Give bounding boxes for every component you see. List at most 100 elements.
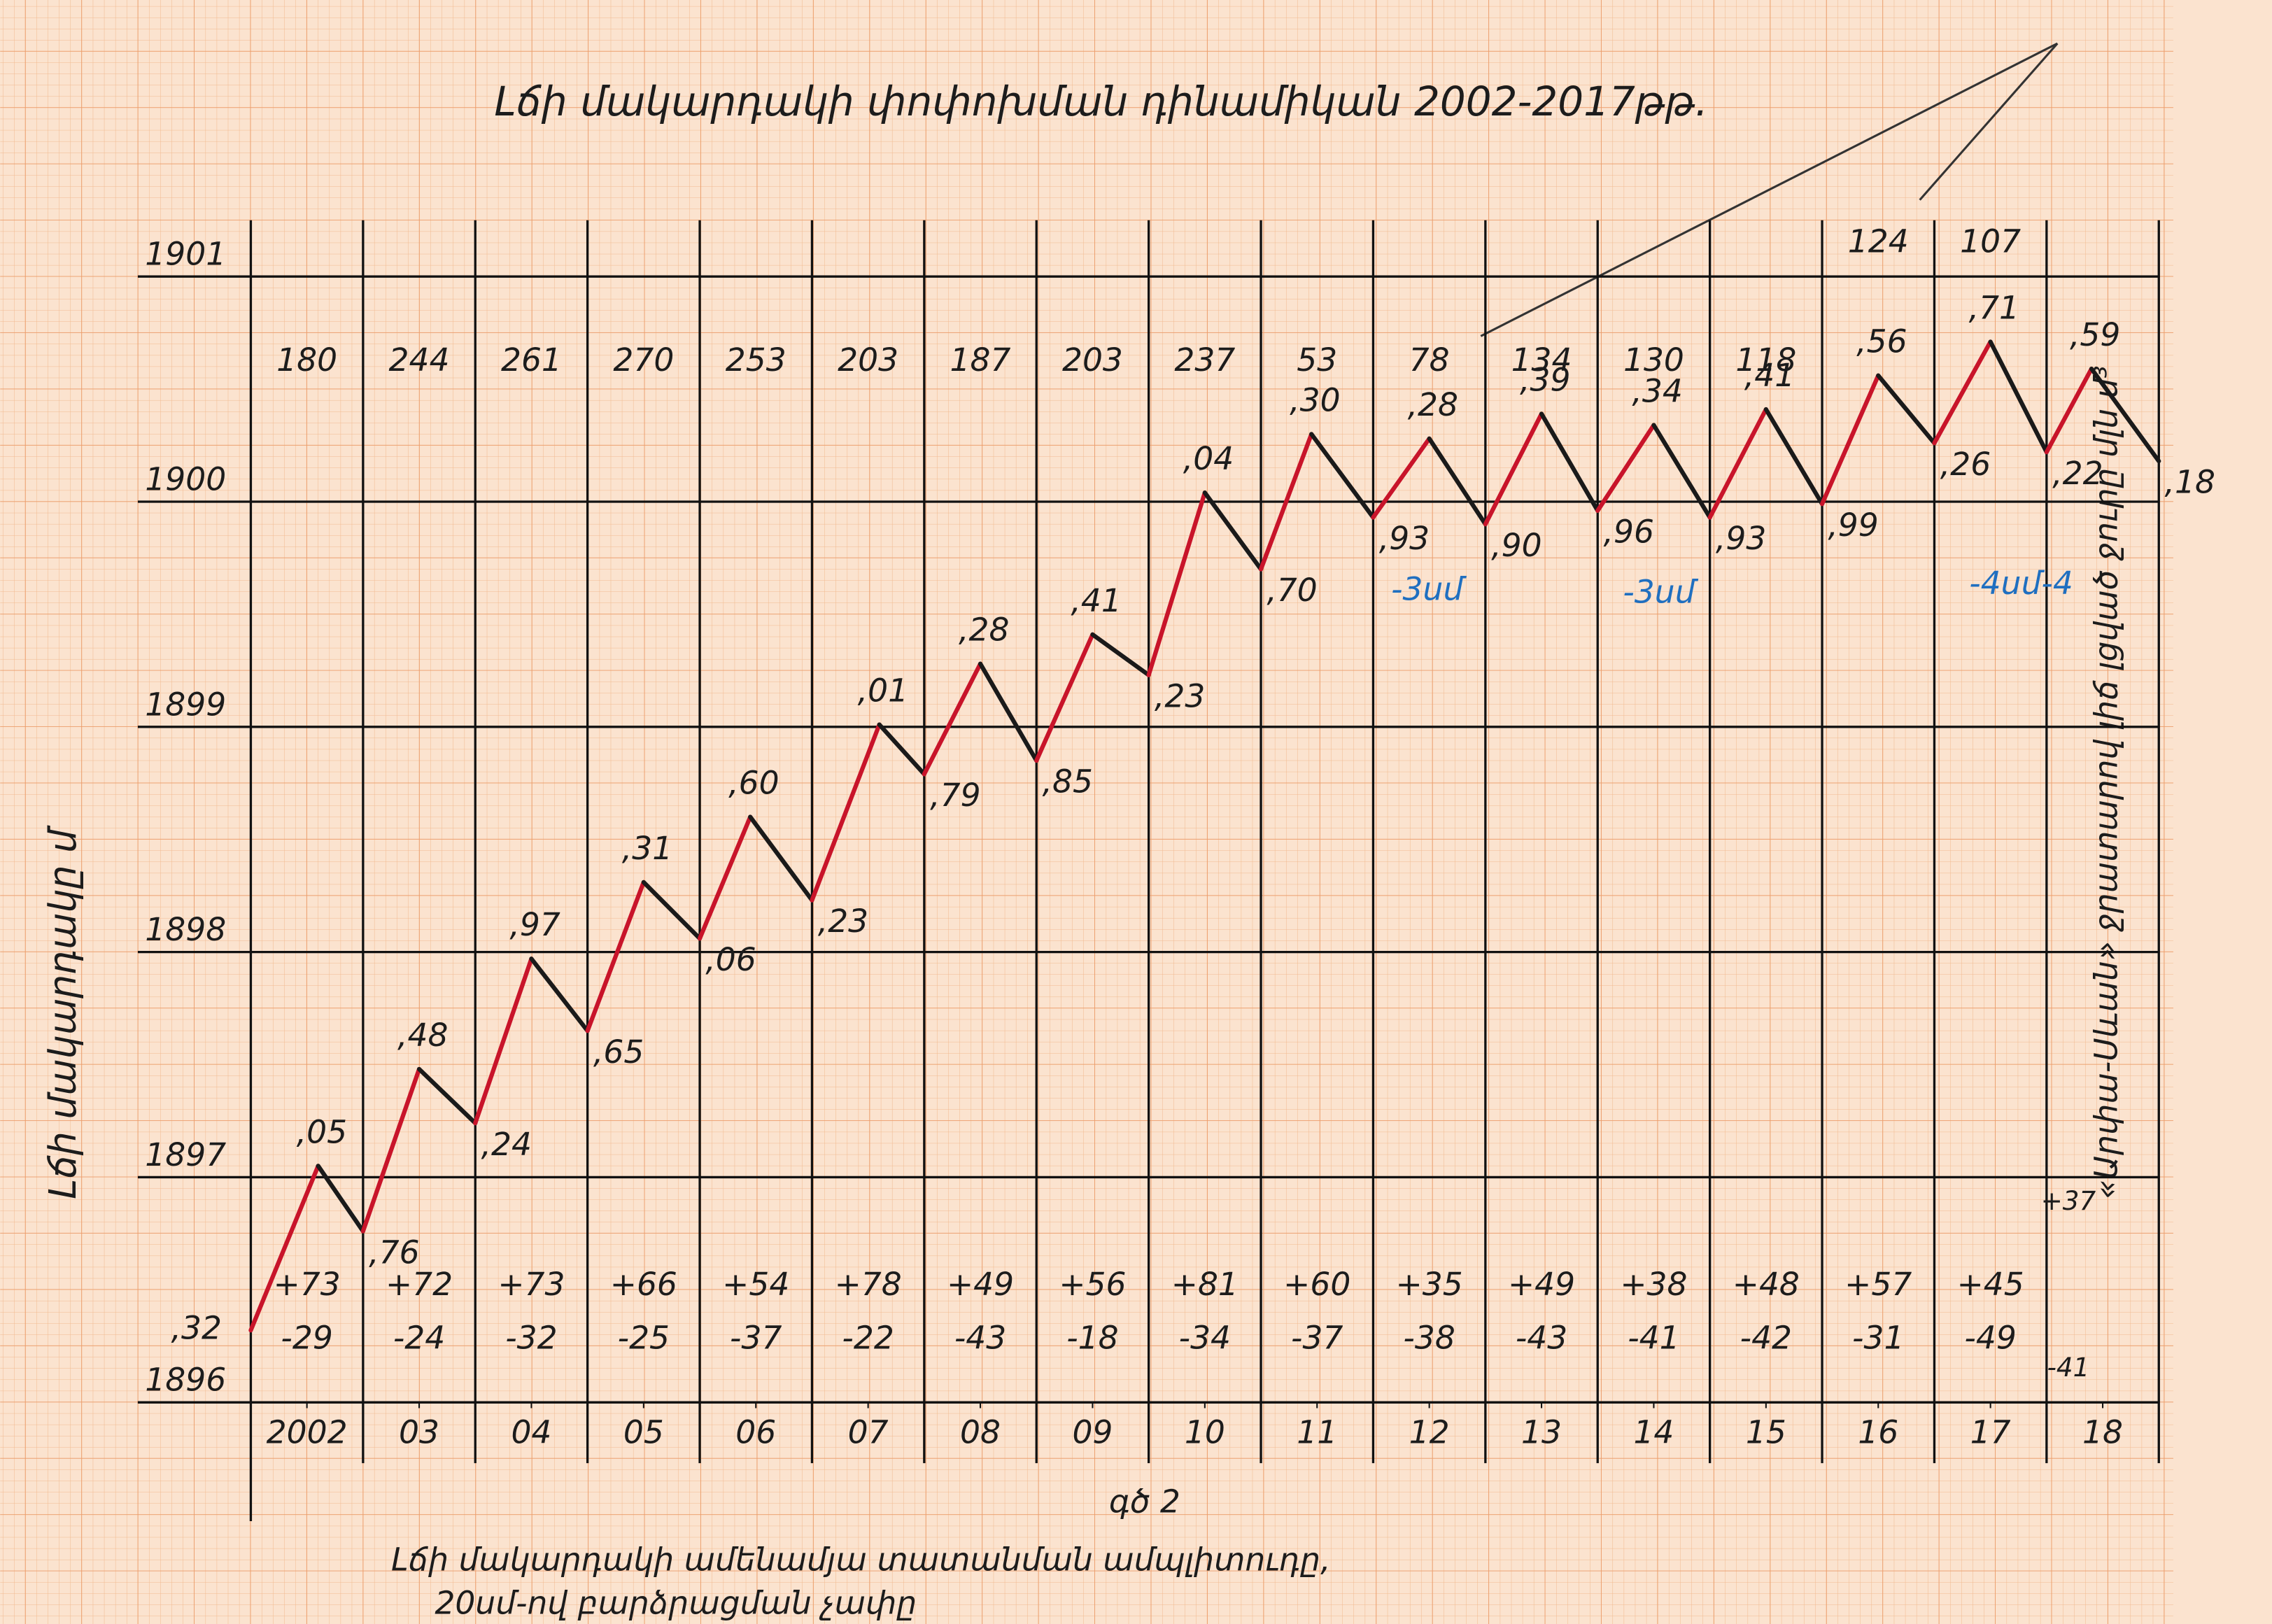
value-label: ,71 xyxy=(1969,289,2019,326)
value-label: ,96 xyxy=(1604,513,1654,550)
fall-label: -41 xyxy=(1628,1320,1679,1357)
x-tick-label: 09 xyxy=(1072,1413,1113,1450)
y-axis-label: Լճի մակարդակը մ xyxy=(41,825,85,1199)
value-label: ,24 xyxy=(481,1126,532,1163)
value-label: ,59 xyxy=(2070,316,2120,353)
right-label: «Արփա-Սևան» ջրատարով լիճ լցված ջուրը մլն… xyxy=(2087,365,2124,1199)
line-segment xyxy=(1090,632,1151,677)
value-label: ,23 xyxy=(818,903,868,940)
line-segment xyxy=(1483,411,1544,527)
line-segment xyxy=(1595,423,1656,513)
line-segment xyxy=(922,661,983,777)
pointer-line xyxy=(1480,42,2059,337)
x-tick-label: 08 xyxy=(960,1413,1001,1450)
value-label: ,65 xyxy=(593,1033,644,1071)
fall-label: -32 xyxy=(505,1320,557,1357)
inflow-label: 124 xyxy=(1848,223,1909,260)
line-segment xyxy=(1427,436,1488,527)
x-tick-label: 15 xyxy=(1746,1413,1786,1450)
value-label: ,93 xyxy=(1716,520,1766,557)
inflow-label: 78 xyxy=(1409,341,1450,379)
fall-label: -37 xyxy=(1291,1320,1343,1357)
inflow-label: 261 xyxy=(501,341,562,379)
line-segment xyxy=(473,956,534,1126)
x-tick-label: 07 xyxy=(848,1413,889,1450)
inflow-label: 237 xyxy=(1174,341,1235,379)
value-label: ,18 xyxy=(2165,464,2215,501)
inflow-label: 118 xyxy=(1735,341,1796,379)
rise-label: +57 xyxy=(1844,1266,1912,1303)
value-label: ,34 xyxy=(1632,373,1682,410)
line-segment xyxy=(585,880,646,1033)
value-label: ,41 xyxy=(1744,357,1795,394)
value-label: ,41 xyxy=(1071,582,1121,619)
line-segment xyxy=(2044,367,2094,455)
inflow-label: 53 xyxy=(1297,341,1337,379)
value-label: ,39 xyxy=(1520,361,1570,398)
caption-line: Լճի մակարդակի ամենամյա տատանման ամպլիտու… xyxy=(391,1541,1330,1578)
line-segment xyxy=(1651,423,1712,520)
x-tick-label: 17 xyxy=(1970,1413,2011,1450)
y-tick-label: 1900 xyxy=(145,460,226,497)
y-tick-label: 1901 xyxy=(145,236,226,273)
line-segment xyxy=(1539,411,1600,513)
value-label: ,85 xyxy=(1043,763,1093,800)
value-label: ,32 xyxy=(171,1310,222,1347)
inflow-label: 270 xyxy=(613,341,674,379)
x-tick-label: 18 xyxy=(2082,1413,2123,1450)
fall-label: -24 xyxy=(393,1320,445,1357)
line-segment xyxy=(1034,632,1095,763)
inflow-label: 134 xyxy=(1511,341,1572,379)
x-tick-label: 11 xyxy=(1297,1413,1337,1450)
value-label: ,70 xyxy=(1266,572,1317,609)
fall-label: -38 xyxy=(1403,1320,1455,1357)
fall-label: -31 xyxy=(1852,1320,1904,1357)
line-segment xyxy=(316,1164,365,1234)
line-segment xyxy=(978,661,1039,763)
line-segment xyxy=(641,880,703,941)
x-tick-label: 10 xyxy=(1185,1413,1225,1450)
line-segment xyxy=(1988,339,2049,455)
y-tick-label: 1899 xyxy=(145,686,226,723)
value-label: ,99 xyxy=(1828,507,1878,544)
inflow-label: 253 xyxy=(726,341,786,379)
rise-label: +73 xyxy=(274,1266,341,1303)
rise-label: +60 xyxy=(1283,1266,1350,1303)
x-tick-label: 06 xyxy=(735,1413,776,1450)
annotation: -4սմ-4 xyxy=(1969,565,2073,602)
line-segment xyxy=(1763,407,1825,507)
x-tick-label: 13 xyxy=(1521,1413,1562,1450)
fall-label: -22 xyxy=(842,1320,894,1357)
fall-label: -29 xyxy=(281,1320,332,1357)
inflow-label: 203 xyxy=(1062,341,1123,379)
value-label: ,23 xyxy=(1155,677,1205,714)
rise-label: +81 xyxy=(1171,1266,1239,1303)
value-label: ,26 xyxy=(1940,446,1991,483)
fall-label: -25 xyxy=(618,1320,670,1357)
inflow-label: 180 xyxy=(276,341,337,379)
line-segment xyxy=(810,722,882,903)
chart-title: Լճի մակարդակի փոփոխման դինամիկան 2002-20… xyxy=(495,78,1708,125)
value-label: ,06 xyxy=(705,941,756,978)
fall-label: -43 xyxy=(1516,1320,1567,1357)
rise-label: +78 xyxy=(835,1266,902,1303)
fall-label: -42 xyxy=(1740,1320,1792,1357)
value-label: ,28 xyxy=(959,612,1009,649)
x-tick-label: 05 xyxy=(623,1413,664,1450)
value-label: ,56 xyxy=(1856,323,1907,360)
rise-label: +54 xyxy=(722,1266,789,1303)
value-label: ,76 xyxy=(369,1234,419,1271)
x-tick-label: 12 xyxy=(1409,1413,1450,1450)
value-label: ,90 xyxy=(1491,527,1541,564)
x-tick-label: 04 xyxy=(511,1413,551,1450)
value-label: ,04 xyxy=(1183,440,1234,477)
line-segment xyxy=(248,1164,320,1333)
line-segment xyxy=(1146,490,1207,677)
annotation: -3սմ xyxy=(1623,573,1698,610)
inflow-label: 244 xyxy=(389,341,450,379)
inflow-label: 107 xyxy=(1960,223,2021,260)
x-tick-label: 14 xyxy=(1633,1413,1674,1450)
annotation: -3սմ xyxy=(1391,570,1467,607)
rise-label: +49 xyxy=(947,1266,1014,1303)
